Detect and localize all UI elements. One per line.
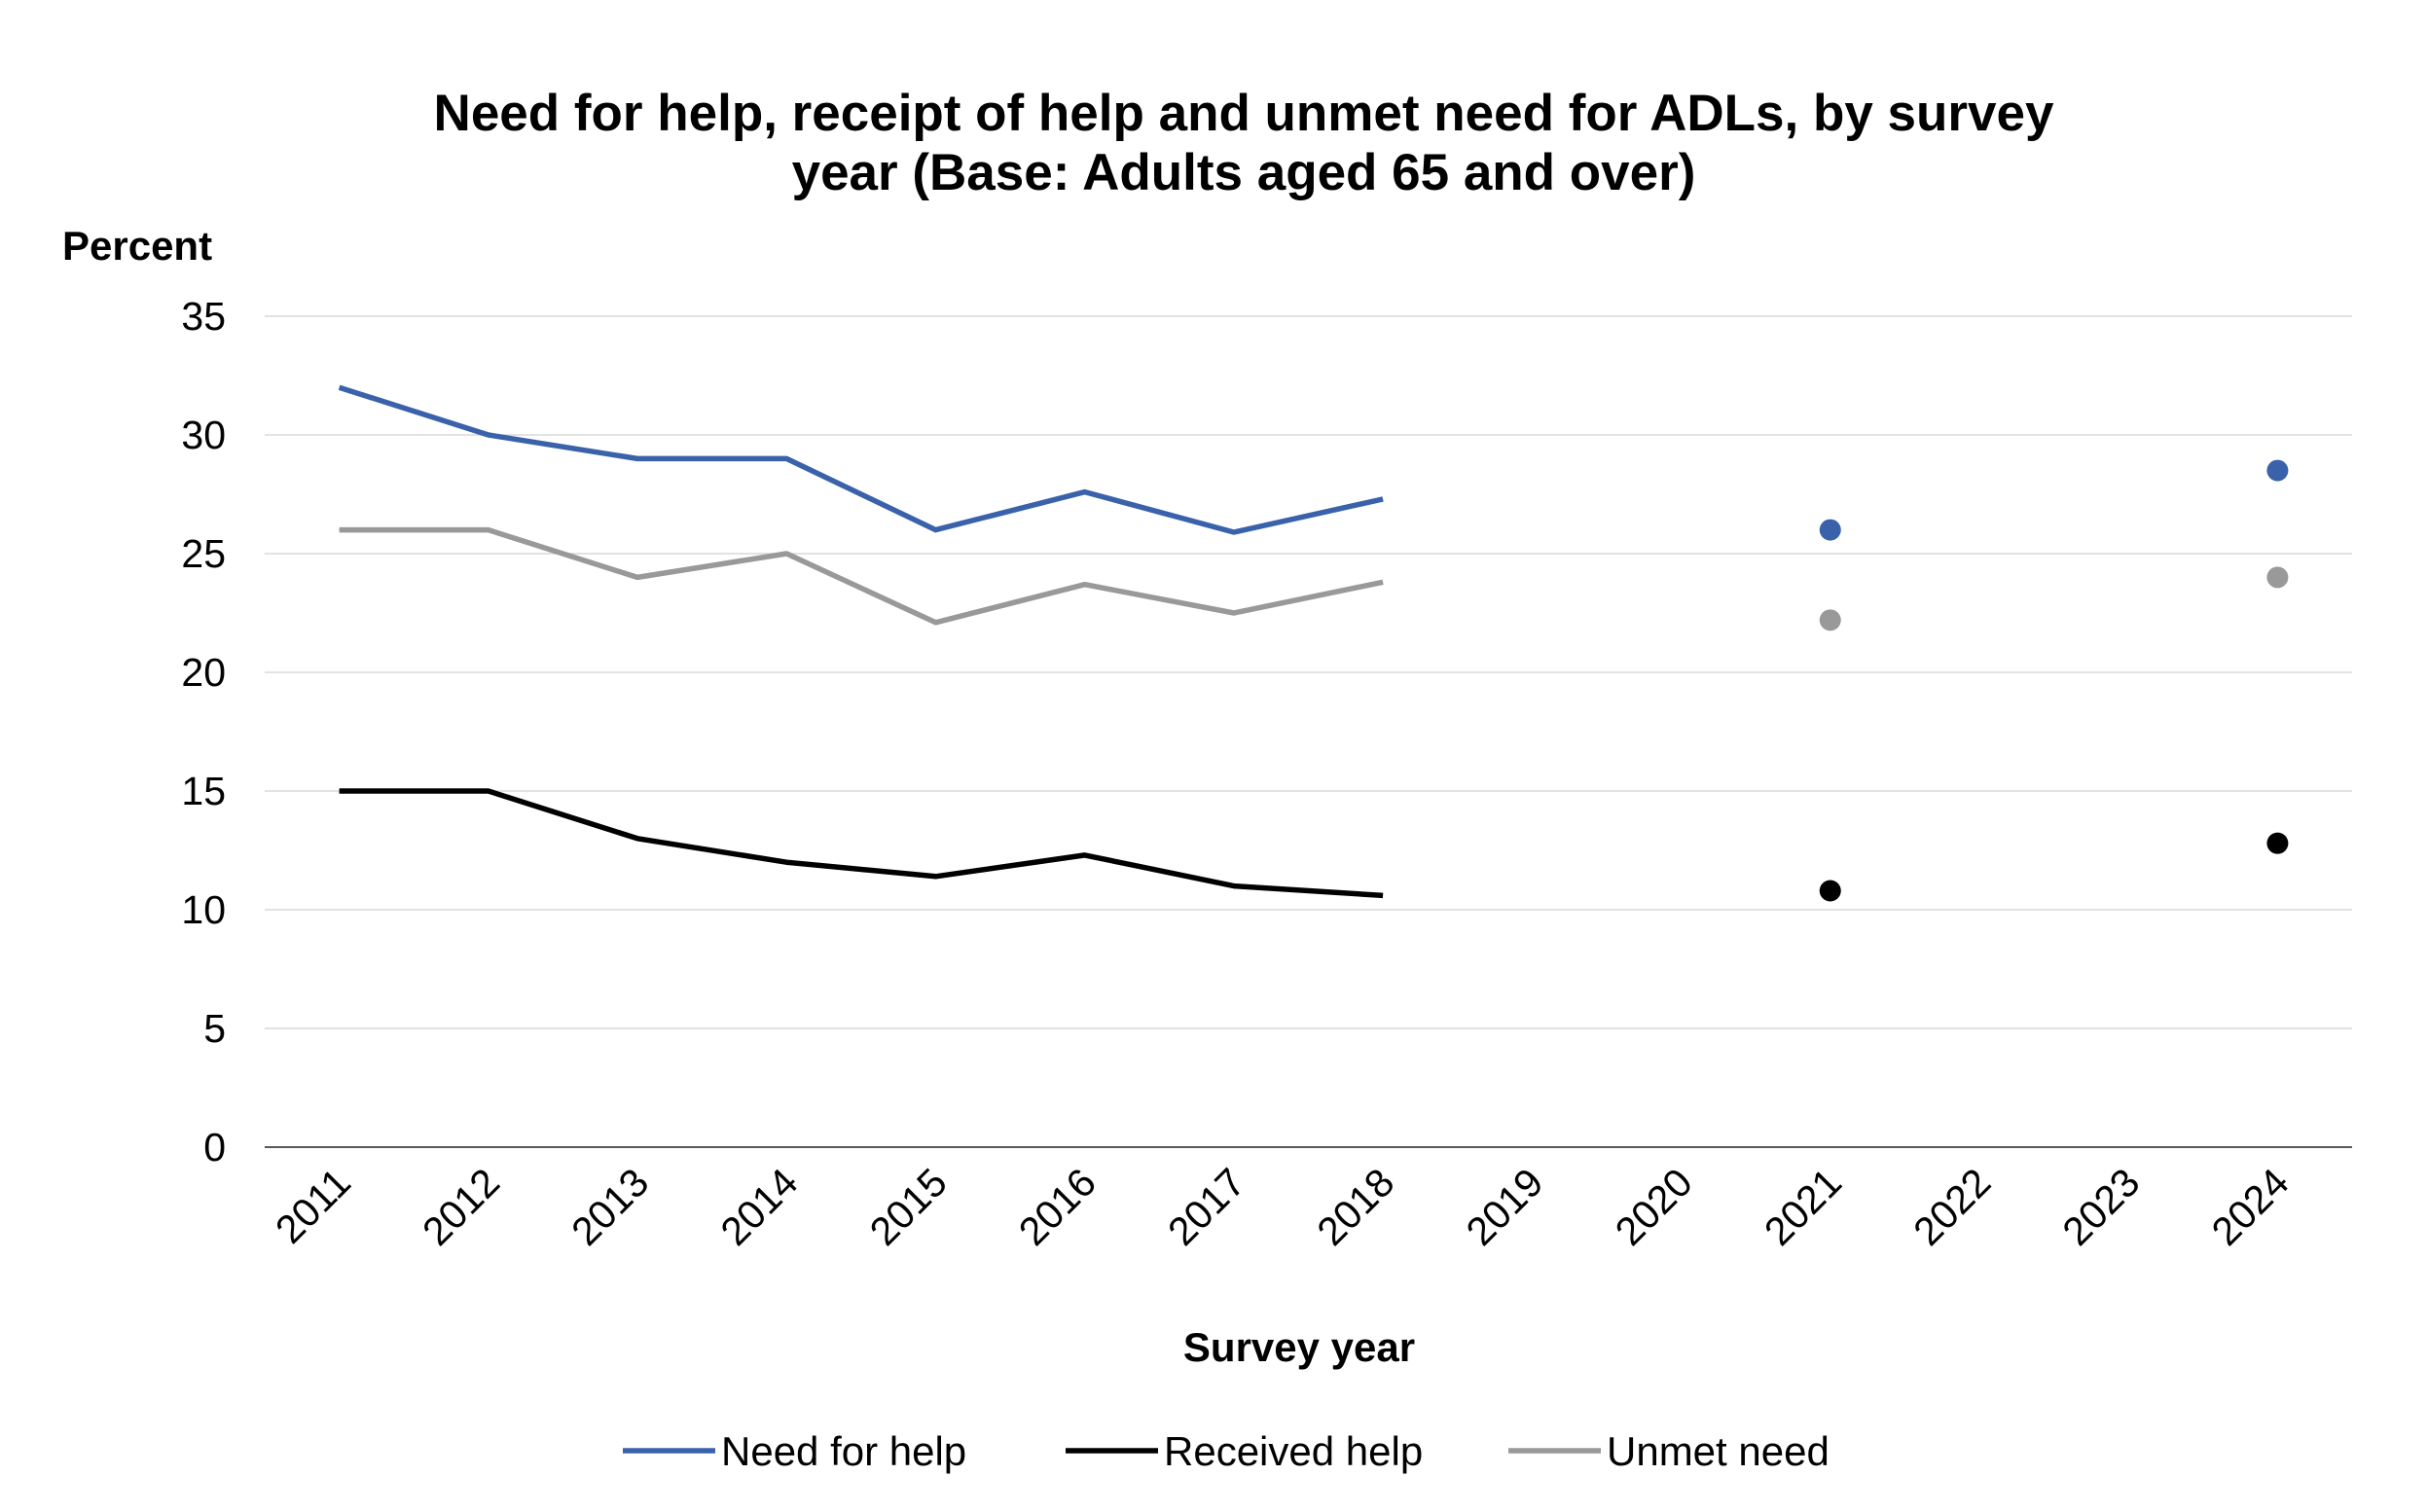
data-point-unmet-need-2021 (1820, 609, 1841, 630)
y-tick-label: 25 (181, 531, 226, 576)
data-point-received-help-2021 (1820, 880, 1841, 901)
y-tick-label: 20 (181, 650, 226, 695)
y-tick-label: 15 (181, 769, 226, 813)
data-point-received-help-2024 (2266, 833, 2288, 854)
x-axis-title: Survey year (1183, 1324, 1415, 1370)
legend-label-received-help: Received help (1164, 1428, 1423, 1474)
y-tick-label: 0 (203, 1125, 226, 1170)
legend-label-unmet-need: Unmet need (1607, 1428, 1830, 1474)
legend-label-need-for-help: Need for help (721, 1428, 966, 1474)
data-point-unmet-need-2024 (2266, 566, 2288, 588)
legend: Need for help Received help Unmet need (623, 1428, 1830, 1474)
y-tick-label: 30 (181, 413, 226, 457)
chart-title-line-1: Need for help, receipt of help and unmet… (434, 85, 2054, 142)
data-point-need-for-help-2024 (2266, 460, 2288, 482)
y-tick-label: 10 (181, 887, 226, 932)
data-point-need-for-help-2021 (1820, 520, 1841, 541)
y-tick-label: 35 (181, 294, 226, 339)
chart-title-line-2: year (Base: Adults aged 65 and over) (792, 144, 1696, 201)
y-axis-title: Percent (62, 223, 212, 269)
y-tick-label: 5 (203, 1006, 226, 1051)
